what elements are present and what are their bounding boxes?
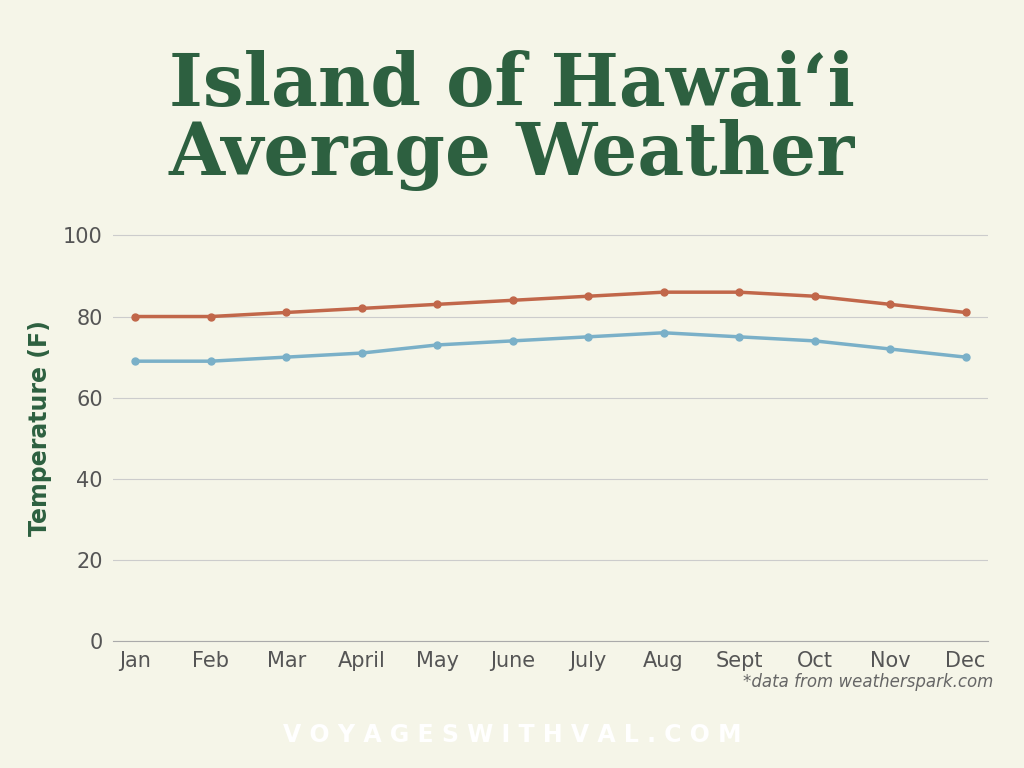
Text: V O Y A G E S W I T H V A L . C O M: V O Y A G E S W I T H V A L . C O M xyxy=(283,723,741,747)
Text: Island of Hawaiʻi: Island of Hawaiʻi xyxy=(169,50,855,121)
Y-axis label: Temperature (F): Temperature (F) xyxy=(28,320,52,536)
Text: *data from weatherspark.com: *data from weatherspark.com xyxy=(742,674,993,691)
Text: Average Weather: Average Weather xyxy=(169,119,855,191)
